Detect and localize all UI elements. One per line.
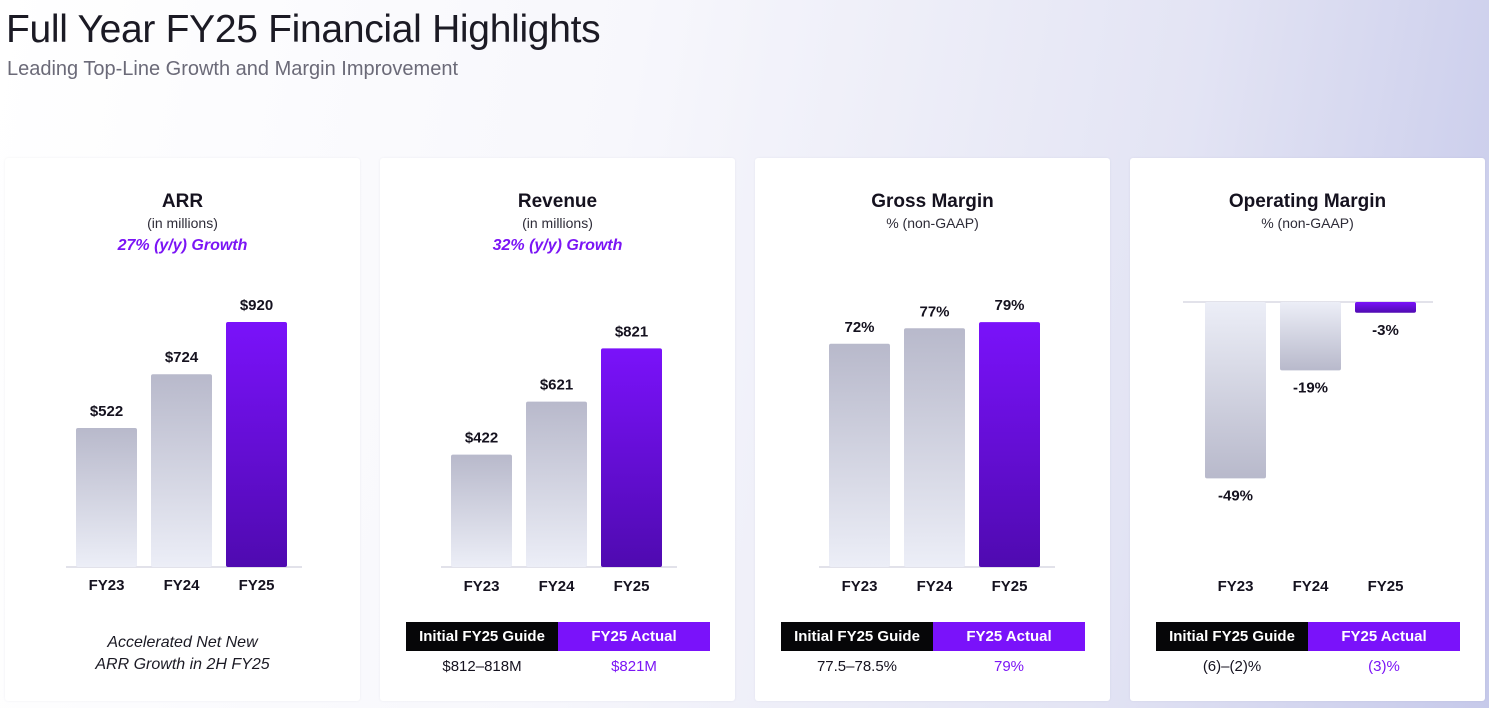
bar-value-label: -49% — [1218, 487, 1253, 504]
operating-margin-chart: -49% FY23 -19% FY24 -3% FY25 — [1183, 301, 1433, 595]
page-subtitle: Leading Top-Line Growth and Margin Impro… — [7, 58, 458, 80]
arr-footnote-line-2: ARR Growth in 2H FY25 — [95, 656, 270, 673]
bar-fy25 — [979, 322, 1040, 567]
gross-margin-actual-header: FY25 Actual — [933, 622, 1085, 651]
bar-value-label: $724 — [165, 349, 199, 366]
revenue-guide-table: Initial FY25 Guide FY25 Actual $812–818M… — [406, 622, 710, 681]
operating-margin-unit: % (non-GAAP) — [1261, 215, 1354, 231]
gross-margin-card: Gross Margin % (non-GAAP) 72% FY23 77% FY24… — [755, 158, 1110, 701]
operating-margin-guide-value: (6)–(2)% — [1202, 657, 1262, 675]
gross-margin-title: Gross Margin — [871, 191, 994, 212]
bar-fy23 — [829, 343, 890, 567]
bar-fy23 — [1205, 302, 1266, 479]
bar-fy23 — [76, 427, 137, 567]
bar-value-label: 72% — [844, 319, 874, 336]
gross-margin-chart: 72% FY23 77% FY24 79% FY25 — [819, 297, 1055, 595]
revenue-guide-value: $812–818M — [442, 657, 522, 675]
gross-margin-unit: % (non-GAAP) — [886, 215, 979, 231]
bar-value-label: $821 — [615, 323, 648, 340]
arr-unit: (in millions) — [147, 215, 218, 231]
arr-chart: $522 FY23 $724 FY24 $920 FY25 — [66, 297, 302, 594]
operating-margin-guide-table: Initial FY25 Guide FY25 Actual (6)–(2)% … — [1156, 622, 1460, 681]
category-label: FY25 — [239, 577, 275, 594]
bar-fy23 — [451, 454, 512, 567]
revenue-actual-header: FY25 Actual — [558, 622, 710, 651]
bar-fy24 — [526, 401, 587, 567]
gross-margin-guide-value: 77.5–78.5% — [816, 657, 898, 675]
category-label: FY23 — [842, 578, 878, 595]
gross-margin-guide-table: Initial FY25 Guide FY25 Actual 77.5–78.5… — [781, 622, 1085, 681]
bar-value-label: -3% — [1372, 322, 1399, 339]
category-label: FY24 — [1293, 578, 1330, 595]
revenue-chart: $422 FY23 $621 FY24 $821 FY25 — [441, 323, 677, 595]
operating-margin-card: Operating Margin % (non-GAAP) -49% FY23 -1… — [1130, 158, 1485, 701]
gross-margin-guide-header: Initial FY25 Guide — [781, 622, 933, 651]
operating-margin-actual-value: (3)% — [1368, 657, 1400, 675]
category-label: FY24 — [164, 577, 201, 594]
arr-footnote: Accelerated Net New ARR Growth in 2H FY2… — [5, 632, 360, 676]
arr-card: ARR (in millions) 27% (y/y) Growth $522 F… — [5, 158, 360, 701]
bar-fy24 — [904, 328, 965, 567]
category-label: FY23 — [464, 578, 500, 595]
revenue-actual-value: $821M — [611, 657, 657, 675]
bar-value-label: 79% — [994, 297, 1024, 314]
revenue-unit: (in millions) — [522, 215, 593, 231]
bar-value-label: $422 — [465, 430, 498, 447]
revenue-title: Revenue — [517, 191, 598, 212]
bar-value-label: -19% — [1293, 379, 1328, 396]
gross-margin-actual-value: 79% — [993, 657, 1025, 675]
bar-fy25 — [601, 348, 662, 567]
category-label: FY23 — [89, 577, 125, 594]
category-label: FY25 — [614, 578, 650, 595]
operating-margin-guide-header: Initial FY25 Guide — [1156, 622, 1308, 651]
arr-title: ARR — [161, 191, 204, 212]
category-label: FY25 — [1368, 578, 1404, 595]
bar-value-label: $920 — [240, 297, 273, 314]
bar-value-label: $522 — [90, 403, 123, 420]
operating-margin-actual-header: FY25 Actual — [1308, 622, 1460, 651]
bar-value-label: $621 — [540, 377, 573, 394]
revenue-card: Revenue (in millions) 32% (y/y) Growth $… — [380, 158, 735, 701]
bar-fy24 — [1280, 302, 1341, 371]
bar-fy25 — [226, 322, 287, 567]
bar-fy25 — [1355, 302, 1416, 313]
revenue-growth: 32% (y/y) Growth — [492, 237, 623, 254]
operating-margin-title: Operating Margin — [1228, 191, 1387, 212]
category-label: FY24 — [917, 578, 954, 595]
category-label: FY23 — [1218, 578, 1254, 595]
category-label: FY25 — [992, 578, 1028, 595]
page-title: Full Year FY25 Financial Highlights — [6, 8, 601, 51]
bar-value-label: 77% — [919, 303, 949, 320]
arr-footnote-line-1: Accelerated Net New — [107, 634, 258, 651]
category-label: FY24 — [539, 578, 576, 595]
revenue-guide-header: Initial FY25 Guide — [406, 622, 558, 651]
bar-fy24 — [151, 374, 212, 567]
arr-growth: 27% (y/y) Growth — [117, 237, 248, 254]
